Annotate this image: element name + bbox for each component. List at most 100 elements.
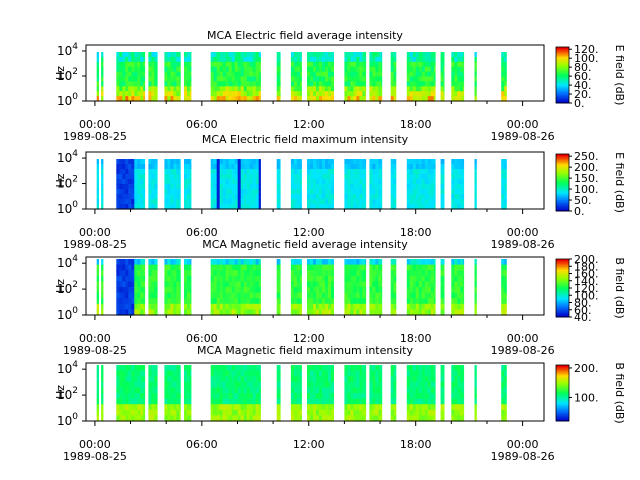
heatmap-cell bbox=[116, 376, 120, 383]
heatmap-cell bbox=[255, 96, 259, 102]
heatmap-cell bbox=[443, 52, 445, 58]
colorbar-cell bbox=[556, 285, 569, 288]
heatmap-cell bbox=[179, 184, 181, 190]
heatmap-cell bbox=[119, 415, 123, 422]
heatmap-cell bbox=[390, 398, 394, 405]
heatmap-cell bbox=[296, 376, 301, 383]
heatmap-cell bbox=[167, 387, 171, 394]
heatmap-cell bbox=[316, 275, 320, 282]
heatmap-cell bbox=[96, 404, 99, 411]
heatmap-cell bbox=[350, 387, 354, 394]
heatmap-cell bbox=[421, 292, 426, 299]
heatmap-cell bbox=[154, 370, 158, 377]
heatmap-cell bbox=[240, 76, 244, 82]
heatmap-cell bbox=[179, 204, 181, 210]
heatmap-cell bbox=[128, 189, 132, 195]
heatmap-cell bbox=[460, 309, 464, 316]
heatmap-cell bbox=[255, 381, 259, 388]
colorbar-cell bbox=[556, 189, 569, 192]
heatmap-cell bbox=[246, 86, 250, 92]
heatmap-cell bbox=[148, 398, 152, 405]
heatmap-cell bbox=[170, 292, 174, 299]
colorbar-cell bbox=[556, 288, 569, 290]
heatmap-cell bbox=[151, 179, 155, 185]
heatmap-cell bbox=[310, 199, 314, 205]
heatmap-cell bbox=[279, 71, 281, 78]
heatmap-cell bbox=[307, 303, 311, 310]
heatmap-cell bbox=[424, 159, 429, 165]
heatmap-cell bbox=[131, 303, 135, 310]
heatmap-cell bbox=[151, 292, 155, 299]
heatmap-cell bbox=[362, 381, 366, 388]
heatmap-cell bbox=[122, 159, 126, 165]
heatmap-cell bbox=[164, 174, 168, 180]
heatmap-cell bbox=[454, 292, 458, 299]
heatmap-cell bbox=[409, 287, 414, 294]
heatmap-cell bbox=[176, 259, 180, 266]
heatmap-cell bbox=[276, 204, 280, 210]
heatmap-cell bbox=[299, 275, 302, 282]
heatmap-cell bbox=[451, 275, 455, 282]
heatmap-cell bbox=[151, 370, 155, 377]
colorbar-cell bbox=[556, 83, 569, 86]
heatmap-cell bbox=[299, 370, 302, 377]
heatmap-cell bbox=[440, 275, 444, 282]
heatmap-cell bbox=[310, 194, 314, 200]
heatmap-cell bbox=[148, 76, 152, 82]
colorbar-cell bbox=[556, 91, 569, 94]
heatmap-cell bbox=[356, 179, 360, 185]
heatmap-cell bbox=[148, 393, 152, 400]
heatmap-cell bbox=[137, 52, 141, 58]
heatmap-cell bbox=[393, 264, 397, 271]
heatmap-cell bbox=[187, 52, 191, 58]
heatmap-cell bbox=[213, 292, 217, 299]
heatmap-cell bbox=[381, 164, 383, 170]
colorbar-cell bbox=[556, 400, 569, 402]
colorbar-cell bbox=[556, 416, 569, 419]
colorbar-frame bbox=[555, 153, 570, 212]
heatmap-cell bbox=[231, 409, 235, 416]
heatmap-cell bbox=[322, 381, 326, 388]
heatmap-cell bbox=[258, 159, 261, 165]
heatmap-cell bbox=[457, 370, 461, 377]
heatmap-cell bbox=[290, 159, 295, 165]
heatmap-cell bbox=[430, 281, 435, 288]
heatmap-cell bbox=[443, 303, 445, 310]
heatmap-cell bbox=[457, 194, 461, 200]
heatmap-cell bbox=[344, 194, 348, 200]
heatmap-cell bbox=[170, 86, 174, 92]
heatmap-cell bbox=[140, 184, 144, 190]
heatmap-cell bbox=[418, 381, 423, 388]
heatmap-cell bbox=[353, 194, 357, 200]
heatmap-cell bbox=[381, 281, 383, 288]
colorbar-cell bbox=[556, 264, 569, 267]
heatmap-cell bbox=[148, 270, 152, 277]
heatmap-cell bbox=[310, 159, 314, 165]
heatmap-cell bbox=[451, 259, 455, 266]
heatmap-cell bbox=[125, 409, 129, 416]
heatmap-cell bbox=[463, 270, 465, 277]
heatmap-cell bbox=[122, 415, 126, 422]
heatmap-cell bbox=[440, 86, 444, 92]
heatmap-cell bbox=[246, 71, 250, 78]
heatmap-cell bbox=[258, 174, 261, 180]
heatmap-cell bbox=[415, 169, 420, 175]
heatmap-cell bbox=[344, 52, 348, 58]
heatmap-cell bbox=[101, 204, 104, 210]
heatmap-cell bbox=[393, 275, 397, 282]
heatmap-cell bbox=[187, 199, 191, 205]
heatmap-cell bbox=[293, 281, 298, 288]
heatmap-cell bbox=[258, 199, 261, 205]
heatmap-cell bbox=[427, 259, 432, 266]
heatmap-cell bbox=[240, 81, 244, 87]
heatmap-cell bbox=[137, 393, 141, 400]
heatmap-cell bbox=[307, 179, 311, 185]
colorbar-cell bbox=[556, 196, 569, 199]
x-tick-label: 12:00 bbox=[293, 332, 325, 345]
heatmap-cell bbox=[316, 96, 320, 102]
heatmap-cell bbox=[151, 76, 155, 82]
colorbar-cell bbox=[556, 162, 569, 165]
heatmap-cell bbox=[443, 189, 445, 195]
heatmap-cell bbox=[122, 370, 126, 377]
heatmap-cell bbox=[187, 204, 191, 210]
